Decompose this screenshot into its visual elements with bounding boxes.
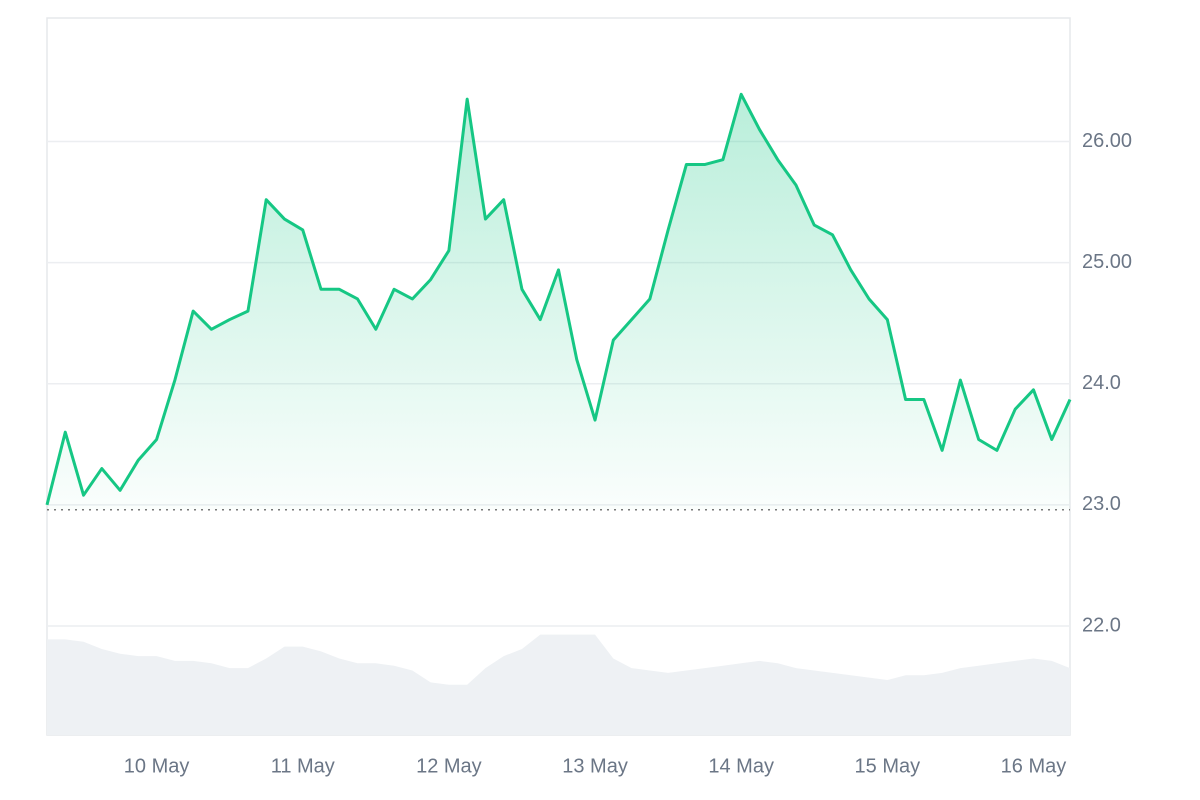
- x-tick-label: 10 May: [124, 755, 190, 777]
- x-tick-label: 13 May: [562, 755, 628, 777]
- x-tick-label: 12 May: [416, 755, 482, 777]
- y-tick-label: 22.0: [1082, 614, 1121, 636]
- y-tick-label: 24.0: [1082, 372, 1121, 394]
- y-tick-label: 26.00: [1082, 130, 1132, 152]
- x-tick-label: 14 May: [708, 755, 774, 777]
- price-area: [47, 94, 1070, 510]
- volume-area: [47, 634, 1070, 735]
- x-tick-label: 11 May: [271, 755, 335, 777]
- y-tick-label: 25.00: [1082, 251, 1132, 273]
- price-line: [45, 92, 1072, 506]
- y-tick-label: 23.0: [1082, 493, 1121, 515]
- x-tick-label: 16 May: [1001, 755, 1067, 777]
- x-tick-label: 15 May: [855, 755, 921, 777]
